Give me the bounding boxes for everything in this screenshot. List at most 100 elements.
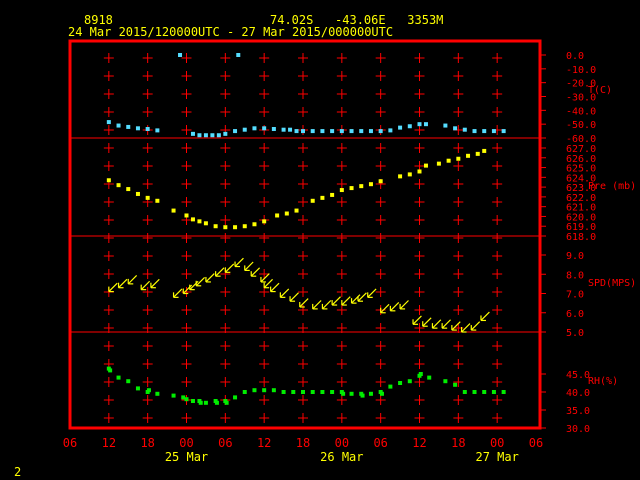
time-range: 24 Mar 2015/120000UTC - 27 Mar 2015/0000… <box>68 25 394 39</box>
data-point <box>349 186 354 191</box>
data-point <box>135 191 140 196</box>
y-tick-label: -10.0 <box>566 65 596 76</box>
y-tick-label: -20.0 <box>566 79 596 90</box>
x-tick-label: 18 <box>140 436 154 450</box>
data-point <box>417 122 422 127</box>
data-point <box>398 174 403 179</box>
data-point <box>108 368 113 373</box>
data-point <box>339 129 344 134</box>
wind-arrow <box>331 296 341 306</box>
wind-arrow <box>321 300 332 310</box>
x-tick-label: 12 <box>102 436 116 450</box>
x-tick-label: 00 <box>179 436 193 450</box>
x-tick-label: 06 <box>373 436 387 450</box>
data-point <box>116 375 121 380</box>
data-point <box>262 388 267 393</box>
data-point <box>378 129 383 134</box>
y-tick-label: 622.0 <box>566 193 596 204</box>
data-point <box>190 131 195 136</box>
wind-arrow <box>399 300 409 310</box>
data-point <box>184 213 189 218</box>
y-tick-label: 0.0 <box>566 51 584 62</box>
data-point <box>407 172 412 177</box>
wind-arrow <box>215 267 225 277</box>
y-tick-label: 624.0 <box>566 173 596 184</box>
data-point <box>116 183 121 188</box>
x-tick-label: 18 <box>296 436 310 450</box>
data-point <box>423 163 428 168</box>
data-point <box>262 126 267 131</box>
y-tick-label: 623.0 <box>566 183 596 194</box>
data-point <box>501 390 506 394</box>
y-tick-label: 7.0 <box>566 290 584 301</box>
data-point <box>453 126 458 131</box>
data-point <box>472 390 477 394</box>
y-tick-label: -50.0 <box>566 120 596 131</box>
data-point <box>368 182 373 187</box>
data-point <box>155 391 160 396</box>
data-point <box>501 129 506 134</box>
data-point <box>252 222 257 227</box>
data-point <box>210 133 215 138</box>
data-point <box>482 129 487 134</box>
x-date-label: 26 Mar <box>320 450 363 464</box>
data-point <box>216 133 221 138</box>
wind-arrow <box>412 315 422 325</box>
y-tick-label: -60.0 <box>566 134 596 145</box>
data-point <box>418 372 423 376</box>
data-point <box>462 127 467 132</box>
wind-arrow <box>260 273 270 283</box>
data-point <box>214 400 219 405</box>
data-point <box>281 390 286 394</box>
data-point <box>236 53 241 57</box>
wind-arrow <box>289 292 299 302</box>
x-tick-label: 06 <box>63 436 77 450</box>
data-point <box>190 399 195 403</box>
data-point <box>135 126 140 131</box>
wind-arrow <box>432 319 442 329</box>
data-point <box>223 131 228 136</box>
wind-arrow <box>351 294 361 304</box>
wind-arrow <box>380 303 390 314</box>
wind-arrow <box>270 282 280 292</box>
y-tick-label: 8.0 <box>566 270 584 281</box>
y-tick-label: 5.0 <box>566 328 584 339</box>
data-point <box>491 390 496 394</box>
wind-arrow <box>451 321 461 331</box>
data-point <box>262 219 267 224</box>
wind-arrow <box>224 263 235 273</box>
data-point <box>181 395 186 400</box>
wind-arrow <box>173 288 183 298</box>
data-point <box>398 125 403 130</box>
wind-arrow <box>422 317 432 327</box>
data-point <box>360 393 365 398</box>
data-point <box>171 393 176 398</box>
data-point <box>330 192 335 197</box>
data-point <box>378 179 383 184</box>
wind-arrow <box>234 257 244 267</box>
y-tick-label: -30.0 <box>566 93 596 104</box>
data-point <box>178 53 183 57</box>
data-point <box>368 129 373 134</box>
data-point <box>482 148 487 153</box>
wind-arrow <box>389 302 400 312</box>
data-point <box>213 224 218 229</box>
data-point <box>275 213 280 218</box>
y-tick-label: 9.0 <box>566 251 584 262</box>
data-point <box>155 198 160 203</box>
data-point <box>190 217 195 222</box>
data-point <box>155 128 160 133</box>
data-point <box>145 195 150 200</box>
wind-arrow <box>470 321 481 331</box>
y-tick-label: -40.0 <box>566 106 596 117</box>
data-point <box>359 129 364 134</box>
y-tick-label: 621.0 <box>566 203 596 214</box>
data-point <box>320 129 325 134</box>
data-point <box>398 381 403 385</box>
data-point <box>368 391 373 396</box>
wind-arrow <box>244 261 254 271</box>
data-point <box>427 375 432 380</box>
wind-arrow <box>205 273 215 283</box>
data-point <box>252 126 257 131</box>
x-tick-label: 00 <box>335 436 349 450</box>
